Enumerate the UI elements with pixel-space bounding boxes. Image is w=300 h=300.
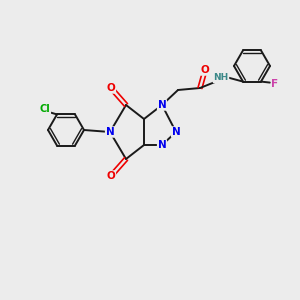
- Text: N: N: [158, 140, 166, 150]
- Text: N: N: [172, 127, 180, 137]
- Text: O: O: [201, 65, 209, 75]
- Text: O: O: [106, 83, 116, 93]
- Text: N: N: [158, 100, 166, 110]
- Text: NH: NH: [213, 74, 229, 82]
- Text: Cl: Cl: [40, 104, 50, 114]
- Text: F: F: [272, 79, 279, 88]
- Text: O: O: [106, 171, 116, 181]
- Text: N: N: [106, 127, 114, 137]
